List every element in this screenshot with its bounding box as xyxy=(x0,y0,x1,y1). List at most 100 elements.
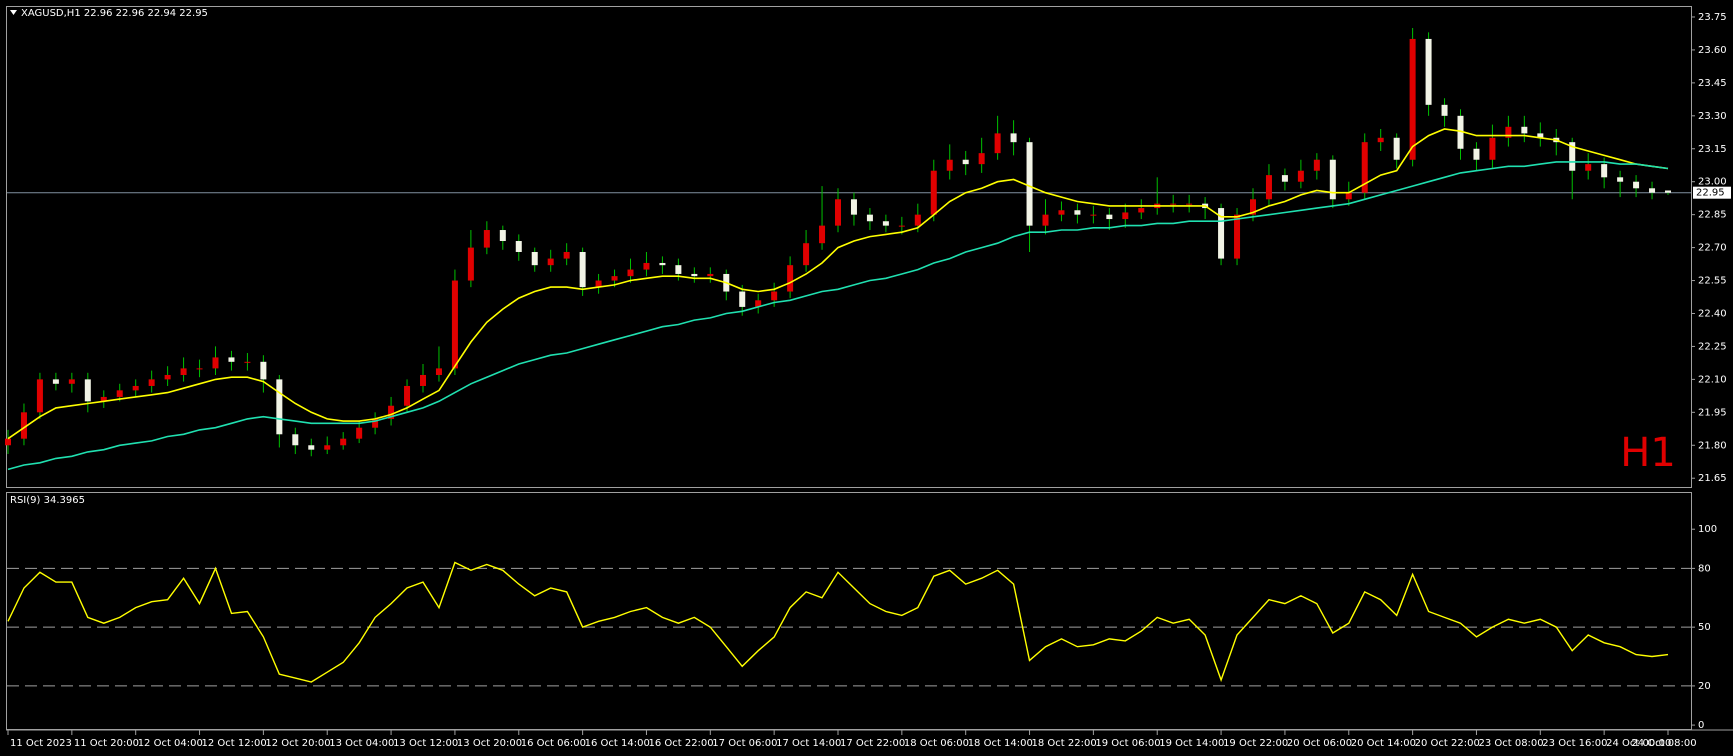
x-tick-label: 20 Oct 06:00 xyxy=(1287,738,1352,749)
candle-body xyxy=(739,291,746,307)
candle-body xyxy=(962,159,969,165)
candle-body xyxy=(627,269,634,277)
candle-body xyxy=(978,153,985,165)
y-tick-label: 22.40 xyxy=(1698,308,1727,319)
x-tick-label: 18 Oct 14:00 xyxy=(968,738,1033,749)
candle-body xyxy=(547,258,554,266)
x-tick-label: 19 Oct 22:00 xyxy=(1223,738,1288,749)
candle-body xyxy=(1010,133,1017,143)
x-tick-label: 11 Oct 2023 xyxy=(10,738,72,749)
moving-average-line xyxy=(7,161,1669,471)
candle-body xyxy=(499,230,506,242)
candle-body xyxy=(691,273,698,277)
candle-body xyxy=(5,438,11,446)
candle-body xyxy=(882,221,889,226)
y-tick-label: 80 xyxy=(1698,563,1711,574)
candle-body xyxy=(451,280,458,369)
x-tick-label: 24 Oct 00:00 xyxy=(1606,738,1671,749)
candle-body xyxy=(1537,133,1544,138)
candle-body xyxy=(260,361,267,380)
timeframe-annotation: H1 xyxy=(1620,430,1676,476)
y-tick-label: 22.25 xyxy=(1698,341,1727,352)
rsi-line xyxy=(7,561,1669,683)
y-tick-label: 50 xyxy=(1698,622,1711,633)
x-tick-label: 23 Oct 08:00 xyxy=(1478,738,1543,749)
candle-body xyxy=(1649,188,1656,193)
y-tick-label: 23.75 xyxy=(1698,12,1727,23)
candle-body xyxy=(1090,214,1097,216)
y-tick-label: 22.70 xyxy=(1698,243,1727,254)
y-tick-label: 21.95 xyxy=(1698,407,1727,418)
candle-body xyxy=(1633,181,1640,189)
candle-body xyxy=(372,418,379,428)
candle-body xyxy=(563,251,570,259)
candle-body xyxy=(898,225,905,227)
x-tick-label: 13 Oct 04:00 xyxy=(329,738,394,749)
y-tick-label: 0 xyxy=(1698,720,1704,731)
candle-body xyxy=(1234,214,1241,259)
candle-body xyxy=(84,379,91,402)
candle-body xyxy=(707,273,714,277)
candle-body xyxy=(1281,175,1288,182)
candle-body xyxy=(1409,38,1416,160)
candle-body xyxy=(435,368,442,375)
y-tick-label: 23.15 xyxy=(1698,144,1727,155)
candle-body xyxy=(819,225,826,244)
y-tick-label: 22.10 xyxy=(1698,374,1727,385)
candle-body xyxy=(914,214,921,226)
candle-body xyxy=(803,243,810,266)
candle-body xyxy=(196,368,203,370)
main-panel-frame xyxy=(6,6,1692,488)
candle-body xyxy=(324,445,331,450)
candle-body xyxy=(1345,192,1352,200)
candle-body xyxy=(116,390,123,397)
candle-body xyxy=(388,405,395,419)
x-tick-label: 17 Oct 14:00 xyxy=(776,738,841,749)
candle-body xyxy=(340,438,347,446)
candle-body xyxy=(1122,212,1129,220)
candle-body xyxy=(643,262,650,270)
candle-body xyxy=(52,379,59,384)
candle-body xyxy=(787,265,794,292)
candle-body xyxy=(1329,159,1336,200)
x-tick-label: 16 Oct 14:00 xyxy=(585,738,650,749)
x-tick-label: 24 Oct 08:00 xyxy=(1631,738,1696,749)
x-tick-label: 16 Oct 06:00 xyxy=(521,738,586,749)
candle-body xyxy=(308,445,315,450)
x-tick-label: 12 Oct 12:00 xyxy=(202,738,267,749)
x-tick-label: 13 Oct 20:00 xyxy=(457,738,522,749)
moving-average-line xyxy=(7,128,1669,440)
y-tick-label: 100 xyxy=(1698,524,1717,535)
current-price-label: 22.95 xyxy=(1696,188,1725,199)
candle-body xyxy=(483,230,490,248)
candle-body xyxy=(1585,164,1592,171)
x-tick-label: 20 Oct 14:00 xyxy=(1351,738,1416,749)
candle-body xyxy=(850,199,857,215)
candle-body xyxy=(467,247,474,281)
candle-body xyxy=(1074,210,1081,215)
x-tick-label: 12 Oct 04:00 xyxy=(138,738,203,749)
candle-body xyxy=(180,368,187,375)
candle-body xyxy=(1665,190,1671,193)
candle-body xyxy=(1186,203,1193,205)
candle-body xyxy=(1058,210,1065,215)
candle-body xyxy=(20,412,27,439)
candle-body xyxy=(1250,199,1256,215)
x-tick-label: 11 Oct 20:00 xyxy=(74,738,139,749)
candle-body xyxy=(1425,38,1432,105)
candle-body xyxy=(515,241,522,252)
candle-body xyxy=(1138,208,1145,213)
x-tick-label: 17 Oct 22:00 xyxy=(840,738,905,749)
candle-body xyxy=(1265,175,1272,200)
y-tick-label: 20 xyxy=(1698,681,1711,692)
candle-body xyxy=(1569,142,1576,171)
candle-body xyxy=(164,374,171,380)
candle-body xyxy=(1505,126,1512,138)
y-tick-label: 21.65 xyxy=(1698,473,1727,484)
candle-body xyxy=(36,379,43,413)
x-tick-label: 20 Oct 22:00 xyxy=(1415,738,1480,749)
y-tick-label: 23.60 xyxy=(1698,45,1727,56)
symbol-menu-icon[interactable] xyxy=(10,10,17,15)
y-tick-label: 23.45 xyxy=(1698,78,1727,89)
candle-body xyxy=(420,374,426,386)
